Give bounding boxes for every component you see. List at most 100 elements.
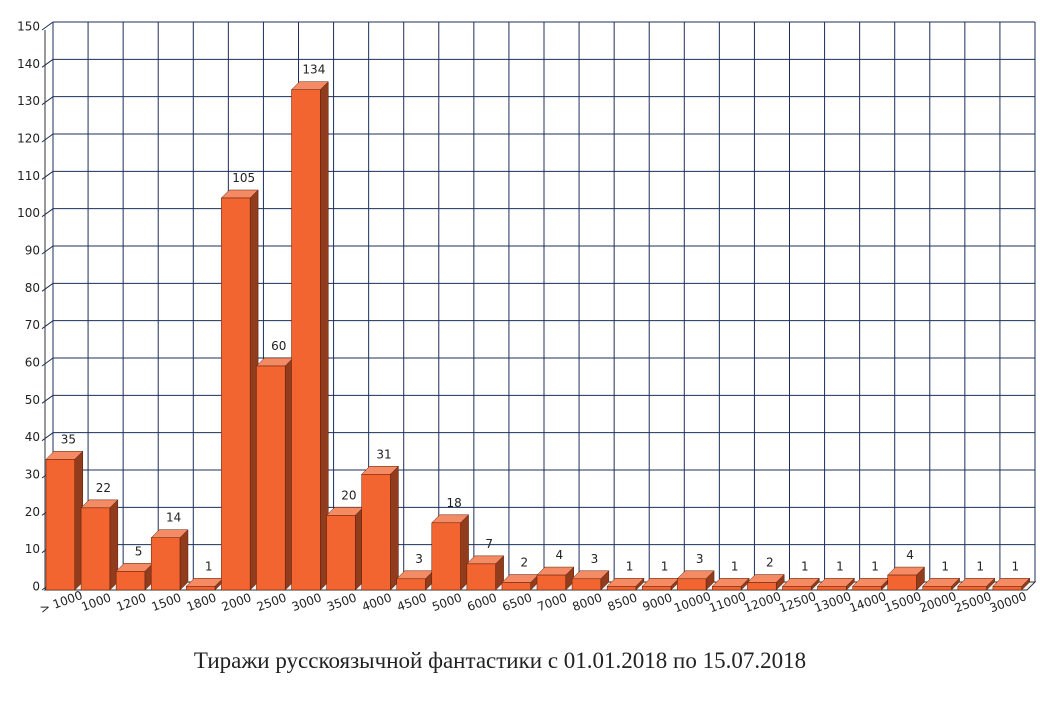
x-tick-label: 3000 — [290, 590, 323, 614]
bar — [186, 586, 216, 591]
y-tick-label: 80 — [25, 281, 40, 295]
x-tick-label: 5000 — [430, 590, 463, 614]
value-label: 20 — [341, 488, 356, 502]
bar — [747, 582, 777, 591]
value-label: 4 — [906, 548, 914, 562]
y-tick-label: 50 — [25, 393, 40, 407]
x-tick-label: 8500 — [606, 590, 639, 614]
value-label: 18 — [447, 496, 462, 510]
tick-mark — [41, 58, 54, 68]
tick-mark — [41, 208, 54, 218]
value-label: 3 — [591, 552, 599, 566]
bar-side — [179, 529, 189, 591]
chart-title: Тиражи русскоязычной фантастики с 01.01.… — [194, 648, 806, 673]
bar — [431, 522, 461, 591]
value-label: 1 — [836, 559, 844, 573]
x-tick-label: 7000 — [535, 590, 568, 614]
bar — [641, 586, 672, 591]
value-label: 35 — [61, 432, 76, 446]
x-tick-label: 6000 — [465, 590, 498, 614]
tick-mark — [41, 133, 54, 143]
y-tick-label: 110 — [17, 169, 40, 183]
bar — [80, 507, 111, 591]
bar — [466, 563, 496, 591]
tick-mark — [41, 357, 54, 367]
x-tick-label: 30000 — [988, 589, 1029, 615]
tick-mark — [41, 432, 54, 442]
x-tick-label: 4500 — [395, 590, 428, 614]
bar — [852, 586, 882, 591]
value-label: 2 — [520, 556, 528, 570]
bar — [887, 574, 917, 591]
value-label: 1 — [1011, 559, 1019, 573]
y-tick-label: 10 — [25, 542, 40, 556]
tick-mark — [41, 394, 54, 404]
value-label: 3 — [415, 552, 423, 566]
bar — [536, 574, 567, 591]
bar — [501, 582, 531, 591]
y-tick-label: 120 — [17, 132, 40, 146]
bar — [606, 586, 637, 591]
bar — [817, 586, 847, 591]
bar — [291, 89, 321, 591]
value-label: 1 — [661, 559, 669, 573]
bar — [677, 578, 707, 591]
y-tick-label: 140 — [17, 57, 40, 71]
y-tick-label: 70 — [25, 318, 40, 332]
value-label: 31 — [376, 447, 391, 461]
value-label: 14 — [166, 511, 181, 525]
x-tick-label: 2500 — [255, 590, 288, 614]
tick-mark — [41, 245, 54, 255]
y-tick-label: 130 — [17, 94, 40, 108]
x-tick-label: 1500 — [150, 590, 183, 614]
x-tick-label: 1000 — [79, 590, 112, 614]
bar — [922, 586, 952, 591]
tick-mark — [41, 21, 54, 31]
bar — [571, 578, 602, 591]
tick-mark — [41, 96, 54, 106]
bar — [712, 586, 742, 591]
x-tick-label: 4000 — [360, 590, 393, 614]
value-label: 60 — [271, 339, 286, 353]
x-tick-label: 8000 — [570, 590, 603, 614]
bar — [45, 459, 76, 591]
x-tick-label: 2000 — [220, 590, 253, 614]
x-tick-label: 6500 — [500, 590, 533, 614]
bar — [361, 474, 391, 591]
tick-mark — [41, 170, 54, 180]
x-tick-label: 9000 — [641, 590, 674, 614]
value-label: 1 — [976, 559, 984, 573]
bar-side — [390, 465, 399, 591]
y-tick-label: 150 — [17, 20, 40, 34]
x-tick-label: 3500 — [325, 590, 358, 614]
bar-side — [320, 81, 329, 591]
value-label: 1 — [205, 559, 213, 573]
y-tick-label: 0 — [32, 580, 40, 594]
y-tick-label: 30 — [25, 468, 40, 482]
bar — [782, 586, 812, 591]
bar — [957, 586, 987, 591]
x-tick-label: 1800 — [185, 590, 218, 614]
value-label: 105 — [232, 171, 255, 185]
bar — [150, 537, 181, 591]
tick-mark — [41, 320, 54, 330]
value-label: 134 — [302, 63, 325, 77]
y-tick-label: 20 — [25, 505, 40, 519]
bar — [115, 571, 146, 591]
value-label: 5 — [135, 544, 143, 558]
value-label: 1 — [871, 559, 879, 573]
value-label: 1 — [731, 559, 739, 573]
bar — [992, 586, 1022, 591]
bar — [396, 578, 426, 591]
y-tick-label: 40 — [25, 430, 40, 444]
value-label: 7 — [485, 537, 493, 551]
value-label: 1 — [801, 559, 809, 573]
value-label: 4 — [556, 548, 564, 562]
x-tick-label: 1200 — [115, 590, 148, 614]
value-label: 3 — [696, 552, 704, 566]
value-label: 2 — [766, 556, 774, 570]
bar — [256, 365, 286, 591]
tick-mark — [41, 282, 54, 292]
value-label: 1 — [626, 559, 634, 573]
